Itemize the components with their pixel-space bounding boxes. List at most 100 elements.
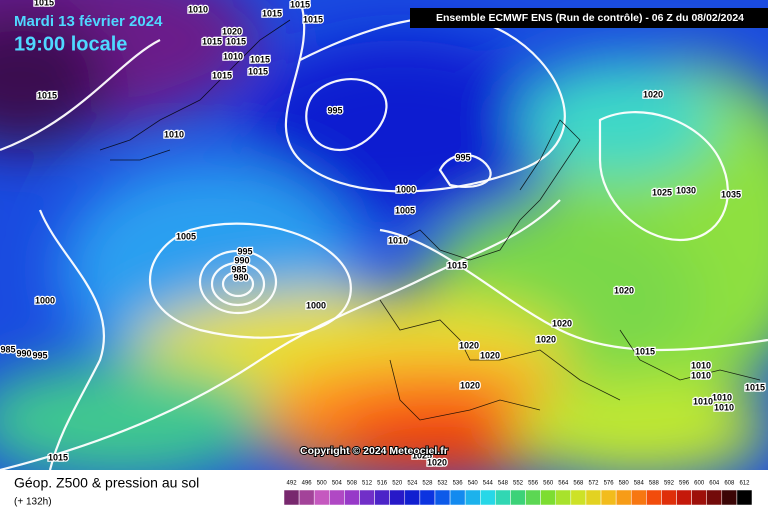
legend-label: 500 <box>317 481 328 487</box>
isobar-label: 1010 <box>188 4 208 14</box>
legend-label: 564 <box>558 481 569 487</box>
isobar-label: 1010 <box>712 392 732 402</box>
legend-label: 588 <box>649 481 660 487</box>
legend-label: 512 <box>362 481 373 487</box>
isobar-label: 995 <box>32 350 47 360</box>
isobar-label: 1015 <box>212 70 232 80</box>
legend-swatch <box>495 489 511 506</box>
legend-label: 548 <box>498 481 509 487</box>
isobar-label: 1015 <box>48 452 68 462</box>
legend-label: 612 <box>739 481 750 487</box>
model-banner <box>410 8 768 28</box>
legend-label: 516 <box>377 481 388 487</box>
isobar-label: 995 <box>327 105 342 115</box>
legend-swatch <box>721 489 738 506</box>
legend-swatch <box>389 489 406 506</box>
legend-label: 560 <box>543 481 554 487</box>
legend-swatch <box>298 489 315 506</box>
map-field <box>0 0 768 470</box>
legend-swatch <box>329 489 345 506</box>
legend-label: 584 <box>634 481 645 487</box>
isobar-label: 1020 <box>459 340 479 350</box>
isobar-label: 1000 <box>396 184 416 194</box>
legend-label: 520 <box>392 481 403 487</box>
isobar-label: 1015 <box>635 346 655 356</box>
legend-swatch <box>434 489 451 506</box>
isobar-label: 1025 <box>412 450 432 460</box>
legend-label: 496 <box>302 481 313 487</box>
legend-label: 600 <box>694 481 705 487</box>
legend-label: 608 <box>724 481 735 487</box>
isobar-label: 980 <box>233 272 248 282</box>
isobar-label: 1020 <box>427 457 447 467</box>
legend-label: 580 <box>619 481 630 487</box>
legend-swatch <box>374 489 390 506</box>
isobar-label: 995 <box>455 152 470 162</box>
legend-swatch <box>313 489 330 506</box>
isobar-label: 1015 <box>303 14 323 24</box>
legend-swatch <box>510 489 526 506</box>
isobar-label: 1005 <box>395 205 415 215</box>
isobar-label: 1010 <box>164 129 184 139</box>
lead-time: (+ 132h) <box>14 497 52 508</box>
legend-swatch <box>570 489 587 506</box>
isobar-label: 1015 <box>226 36 246 46</box>
legend-swatch <box>480 489 496 506</box>
isobar-label: 1015 <box>250 54 270 64</box>
legend-swatch <box>646 489 662 506</box>
isobar-label: 1015 <box>745 382 765 392</box>
legend-swatch <box>540 489 556 506</box>
isobar-label: 1005 <box>176 231 196 241</box>
footer-title: Géop. Z500 & pression au sol <box>14 475 199 491</box>
legend-swatch <box>525 489 541 506</box>
isobar-label: 985 <box>231 264 246 274</box>
isobar-label: 1020 <box>552 318 572 328</box>
legend-label: 504 <box>332 481 343 487</box>
isobar-label: 985 <box>0 344 15 354</box>
date: Mardi 13 février 2024 <box>14 13 163 30</box>
legend-label: 532 <box>438 481 449 487</box>
isobar-label: 1015 <box>262 8 282 18</box>
isobar-label: 1010 <box>388 235 408 245</box>
copyright: Copyright © 2024 Meteociel.fr <box>300 445 448 457</box>
time: 19:00 locale <box>14 33 127 55</box>
isobar-label: 1015 <box>248 66 268 76</box>
isobar-label: 1015 <box>290 0 310 9</box>
legend-label: 540 <box>468 481 479 487</box>
isobar-label: 1020 <box>460 380 480 390</box>
legend-label: 544 <box>483 481 494 487</box>
isobar-label: 1000 <box>306 300 326 310</box>
legend-label: 556 <box>528 481 539 487</box>
isobar-label: 1020 <box>643 89 663 99</box>
legend-label: 536 <box>453 481 464 487</box>
legend-swatch <box>676 489 692 506</box>
legend-swatch <box>344 489 360 506</box>
isobar-label: 1020 <box>614 285 634 295</box>
isobar-label: 1035 <box>721 189 741 199</box>
legend-label: 596 <box>679 481 690 487</box>
color-legend: 492 496 500 504 508 512 516 520 524 528 532 536 540 5… <box>283 481 753 506</box>
legend-swatch <box>736 489 753 506</box>
legend-swatch <box>359 489 375 506</box>
isobar-label: 1010 <box>223 51 243 61</box>
legend-swatch <box>419 489 436 506</box>
legend-swatch <box>615 489 632 506</box>
legend-swatch <box>555 489 572 506</box>
legend-label: 568 <box>573 481 584 487</box>
isobar-label: 1010 <box>693 396 713 406</box>
legend-label: 576 <box>604 481 615 487</box>
legend-swatch <box>600 489 617 506</box>
isobar-label: 995 <box>237 246 252 256</box>
legend-label: 524 <box>407 481 418 487</box>
isobar-label: 1020 <box>222 26 242 36</box>
isobar-label: 1020 <box>536 334 556 344</box>
legend-swatch <box>630 489 647 506</box>
legend-swatch <box>691 489 707 506</box>
isobar-label: 1015 <box>447 260 467 270</box>
legend-swatch <box>585 489 602 506</box>
isobar-label: 1020 <box>480 350 500 360</box>
isobar-label: 1015 <box>34 0 54 7</box>
legend-label: 492 <box>287 481 298 487</box>
